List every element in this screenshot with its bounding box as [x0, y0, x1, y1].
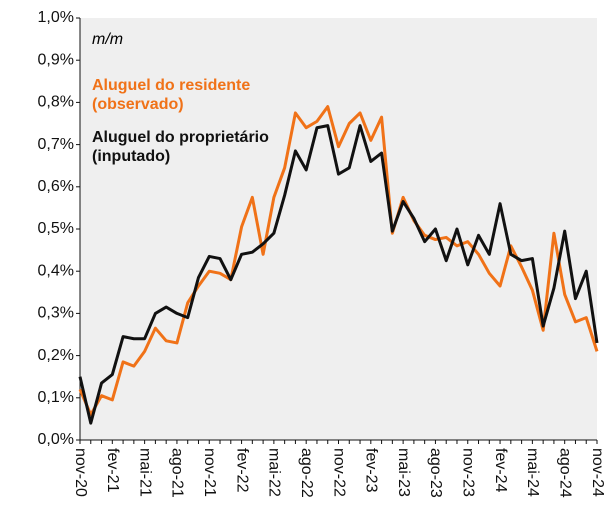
x-tick-label: ago-24: [556, 448, 573, 498]
plot-area: [80, 18, 597, 440]
x-tick-label: mai-24: [524, 448, 541, 497]
line-series: [78, 105, 599, 417]
y-tick-label: 0,7%: [38, 136, 74, 153]
y-tick-label: 0,4%: [38, 262, 74, 279]
x-tick-label: mai-21: [136, 448, 153, 497]
x-tick-label: nov-20: [72, 448, 89, 497]
y-tick-label: 0,0%: [38, 431, 74, 448]
x-tick-label: nov-22: [330, 448, 347, 497]
y-tick-label: 0,2%: [38, 347, 74, 364]
y-tick-label: 0,6%: [38, 178, 74, 195]
x-tick-label: fev-24: [492, 448, 509, 493]
y-tick-label: 0,1%: [38, 389, 74, 406]
y-tick-label: 0,5%: [38, 220, 74, 237]
legend-entry: Aluguel do residente (observado): [92, 77, 251, 113]
x-tick-label: mai-23: [395, 448, 412, 497]
x-tick-label: ago-21: [169, 448, 186, 498]
x-tick-label: ago-22: [298, 448, 315, 498]
x-tick-label: ago-23: [427, 448, 444, 498]
x-tick-label: fev-22: [233, 448, 250, 493]
y-tick-label: 0,3%: [38, 305, 74, 322]
legend-entry: Aluguel do proprietário (inputado): [92, 129, 269, 165]
y-tick-label: 0,8%: [38, 94, 74, 111]
subtitle: m/m: [92, 31, 124, 48]
line-series: [78, 124, 599, 425]
x-tick-label: fev-21: [104, 448, 121, 493]
x-tick-label: nov-24: [589, 448, 606, 497]
x-tick-label: nov-21: [201, 448, 218, 497]
x-tick-label: nov-23: [460, 448, 477, 497]
y-tick-label: 1,0%: [38, 9, 74, 26]
x-tick-label: fev-23: [363, 448, 380, 493]
y-tick-label: 0,9%: [38, 51, 74, 68]
x-tick-label: mai-22: [266, 448, 283, 497]
